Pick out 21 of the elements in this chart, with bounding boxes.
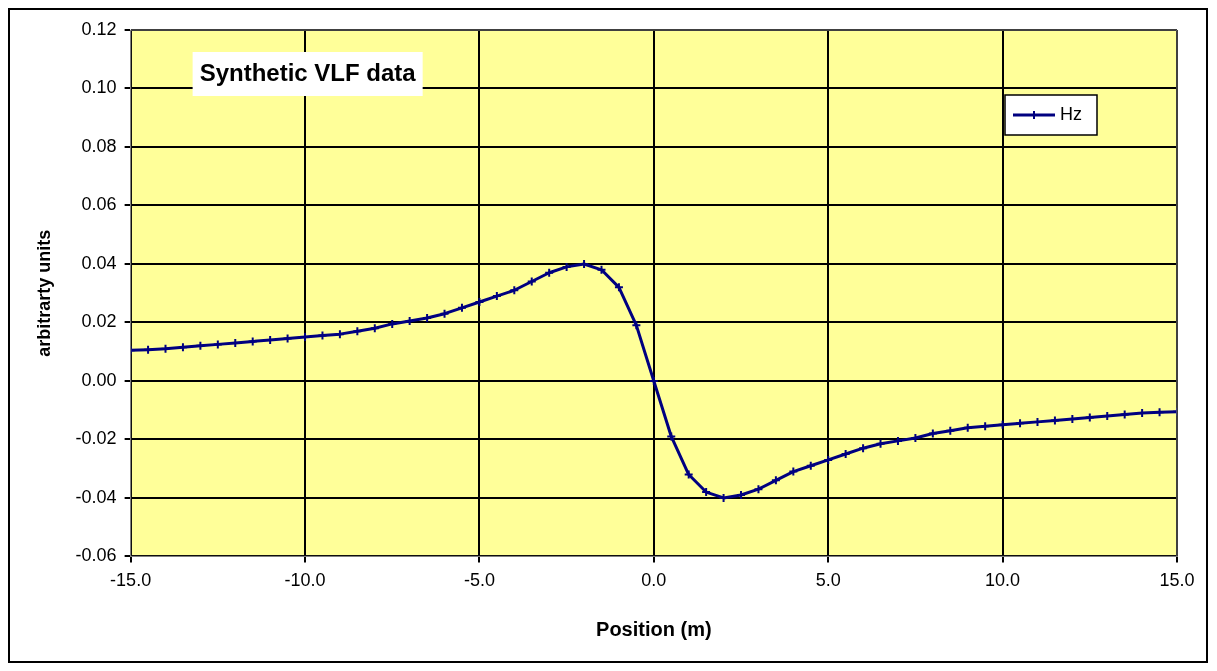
x-tick-label: -15.0 [110, 570, 152, 591]
x-tick-label: -5.0 [463, 570, 495, 591]
x-tick-label: -10.0 [284, 570, 326, 591]
x-tick-label: 0.0 [641, 570, 667, 591]
y-tick-label: -0.04 [75, 486, 117, 507]
x-axis-title: Position (m) [596, 617, 712, 640]
y-tick-label: 0.04 [81, 252, 117, 273]
y-tick-label: 0.06 [81, 194, 117, 215]
x-tick-label: 10.0 [985, 570, 1021, 591]
y-tick-label: 0.12 [81, 18, 117, 39]
legend-label: Hz [1060, 103, 1082, 124]
x-tick-label: 15.0 [1159, 570, 1195, 591]
x-tick-label: 5.0 [815, 570, 841, 591]
y-tick-label: 0.02 [81, 311, 117, 332]
y-axis-title: arbitrarty units [33, 229, 54, 357]
y-tick-label: -0.06 [75, 545, 117, 566]
text: Synthetic VLF data [199, 58, 417, 86]
y-tick-label: 0.08 [81, 135, 117, 156]
y-tick-label: -0.02 [75, 428, 117, 449]
y-tick-label: 0.00 [81, 369, 117, 390]
y-tick-label: 0.10 [81, 77, 117, 98]
